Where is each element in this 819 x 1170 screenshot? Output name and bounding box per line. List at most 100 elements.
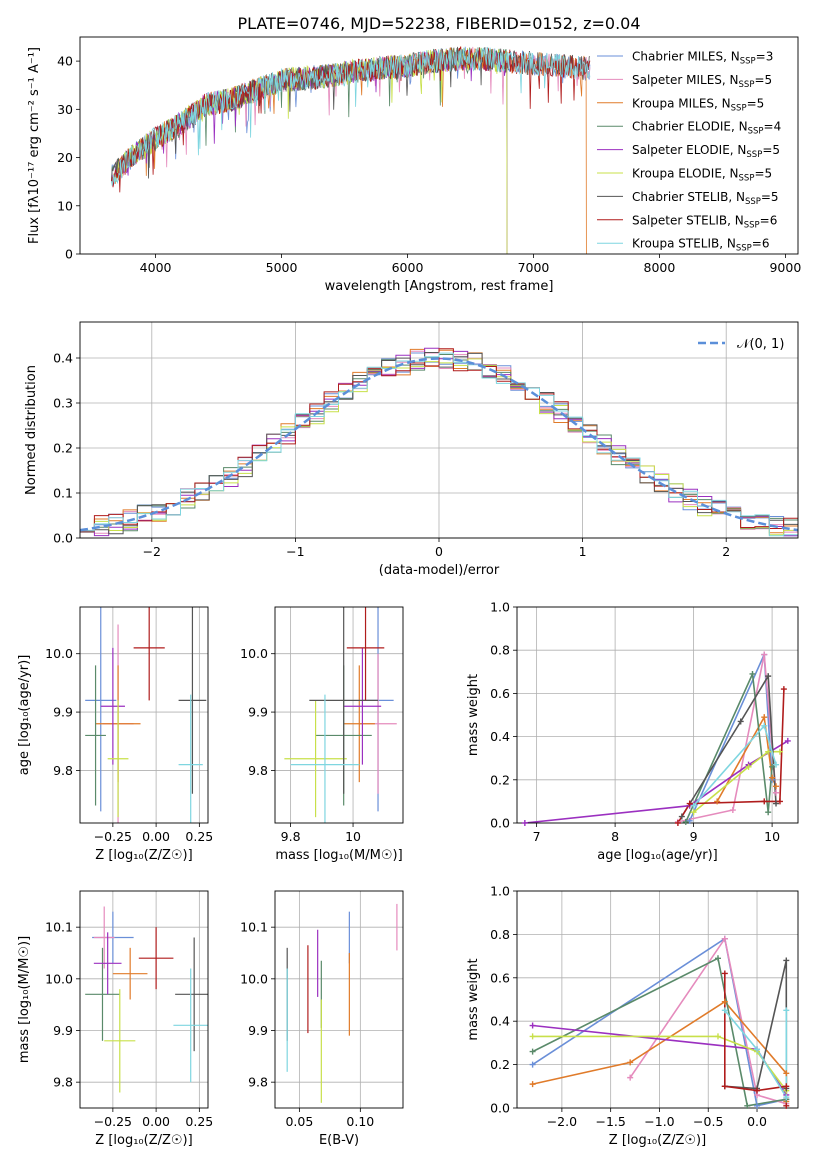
x-tick-label: −0.25 <box>94 1114 132 1129</box>
x-tick-label: 0.25 <box>185 1114 213 1129</box>
x-axis-label: Z [log₁₀(Z/Z☉)] <box>609 1133 706 1148</box>
axes-frame <box>274 606 404 824</box>
y-tick-label: 10.0 <box>45 646 73 661</box>
y-tick-label: 9.9 <box>248 705 268 720</box>
massweight-marker <box>780 686 787 693</box>
y-tick-label: 10.1 <box>45 920 73 935</box>
spectrum-series-line <box>111 46 591 186</box>
y-tick-label: 10.0 <box>240 971 268 986</box>
x-tick-label: 8 <box>611 829 619 844</box>
axes-frame <box>79 606 209 824</box>
massweight-marker <box>773 800 780 807</box>
massweight-marker <box>721 998 728 1005</box>
massweight-marker <box>529 1022 536 1029</box>
panel-mass-vs-ebv: 0.05 0.10 9.8 9.9 10.0 10.1 E(B-V) <box>240 890 404 1148</box>
residual-histogram <box>80 348 798 532</box>
x-tick-label: −2.0 <box>547 1114 577 1129</box>
x-tick-label: 4000 <box>140 260 172 275</box>
massweight-marker <box>769 774 776 781</box>
legend-label: Chabrier MILES, NSSP=3 <box>632 50 773 67</box>
massweight-marker <box>714 798 721 805</box>
massweight-marker <box>773 789 780 796</box>
y-tick-label: 0.1 <box>53 486 73 501</box>
panel-massweight-vs-age: 7 8 9 10 0.0 0.2 0.4 0.6 0.8 1.0 age [log₁₀(age/yr… <box>466 600 799 863</box>
massweight-marker <box>529 1061 536 1068</box>
axes-frame <box>79 321 799 539</box>
massweight-marker <box>773 783 780 790</box>
y-axis-label: mass [log₁₀(M/M☉)] <box>17 936 32 1063</box>
grid <box>517 890 798 1109</box>
massweight-marker <box>754 1046 761 1053</box>
massweight-marker <box>529 1048 536 1055</box>
y-tick-label: 10.0 <box>240 646 268 661</box>
panel-spectrum: 4000 5000 6000 7000 8000 9000 0 10 20 30 40 wavelen… <box>27 36 801 294</box>
normal-reference-curve <box>80 357 798 532</box>
x-axis-label: mass [log₁₀(M/M☉)] <box>275 848 402 863</box>
massweight-line <box>524 740 789 823</box>
massweight-marker <box>783 1102 790 1109</box>
x-tick-label: 0.0 <box>747 1114 767 1129</box>
y-tick-label: 0.0 <box>490 1101 510 1116</box>
massweight-marker <box>761 798 768 805</box>
y-tick-label: 0.4 <box>53 351 73 366</box>
massweight-marker <box>783 1083 790 1090</box>
massweight-marker <box>754 1102 761 1109</box>
massweight-marker <box>783 1070 790 1077</box>
x-tick-label: 0 <box>435 544 443 559</box>
massweight-line <box>681 673 777 817</box>
massweight-marker <box>737 718 744 725</box>
y-tick-label: 0.8 <box>490 927 510 942</box>
panel-mass-vs-Z: −0.25 0.00 0.25 9.8 9.9 10.0 10.1 Z [log₁₀(Z/Z☉… <box>17 890 213 1148</box>
x-tick-label: 0.10 <box>346 1114 374 1129</box>
massweight-line <box>677 654 777 823</box>
legend-label: Kroupa STELIB, NSSP=6 <box>632 237 770 254</box>
legend-label: 𝒩(0, 1) <box>737 337 784 352</box>
x-tick-label: 6000 <box>392 260 424 275</box>
y-axis-label: Normed distribution <box>24 365 39 495</box>
massweight-marker <box>761 714 768 721</box>
x-tick-label: −0.25 <box>94 829 132 844</box>
massweight-marker <box>765 748 772 755</box>
y-tick-label: 0.4 <box>490 1014 510 1029</box>
panel-residuals: −2 −1 0 1 2 0.0 0.1 0.2 0.3 0.4 (data-model)/error… <box>24 321 799 578</box>
massweight-marker <box>529 1033 536 1040</box>
massweight-marker <box>627 1074 634 1081</box>
y-tick-label: 0.3 <box>53 396 73 411</box>
legend-label: Salpeter MILES, NSSP=5 <box>632 73 772 90</box>
plot-area <box>85 906 208 1093</box>
y-tick-label: 0.2 <box>490 772 510 787</box>
y-tick-label: 0.2 <box>490 1057 510 1072</box>
grid <box>517 606 798 824</box>
y-tick-label: 0.8 <box>490 643 510 658</box>
massweight-marker <box>769 763 776 770</box>
x-tick-label: 8000 <box>644 260 676 275</box>
massweight-marker <box>721 1007 728 1014</box>
y-tick-label: 9.8 <box>248 1075 268 1090</box>
massweight-line <box>532 957 787 1107</box>
legend-label: Salpeter ELODIE, NSSP=5 <box>632 143 780 160</box>
massweight-marker <box>783 957 790 964</box>
x-axis-label: wavelength [Angstrom, rest frame] <box>325 279 554 294</box>
massweight-marker <box>749 670 756 677</box>
y-tick-label: 40 <box>57 54 73 69</box>
figure-title: PLATE=0746, MJD=52238, FIBERID=0152, z=0… <box>237 14 640 33</box>
x-tick-label: −1.5 <box>595 1114 625 1129</box>
massweight-marker <box>783 1094 790 1101</box>
plot-area <box>286 903 398 1103</box>
legend-label: Chabrier STELIB, NSSP=5 <box>632 190 779 207</box>
massweight-marker <box>690 809 697 816</box>
plot-area <box>80 347 798 537</box>
x-tick-label: 2 <box>722 544 730 559</box>
massweight-marker <box>784 737 791 744</box>
massweight-marker <box>761 722 768 729</box>
massweight-marker <box>674 820 681 826</box>
y-tick-label: 10.1 <box>240 920 268 935</box>
x-tick-label: 7000 <box>518 260 550 275</box>
massweight-marker <box>754 1087 761 1094</box>
y-tick-label: 30 <box>57 102 73 117</box>
legend-label: Salpeter STELIB, NSSP=6 <box>632 213 777 230</box>
x-tick-label: 0.25 <box>185 829 213 844</box>
massweight-line <box>693 750 780 813</box>
axes-frame <box>274 890 404 1109</box>
